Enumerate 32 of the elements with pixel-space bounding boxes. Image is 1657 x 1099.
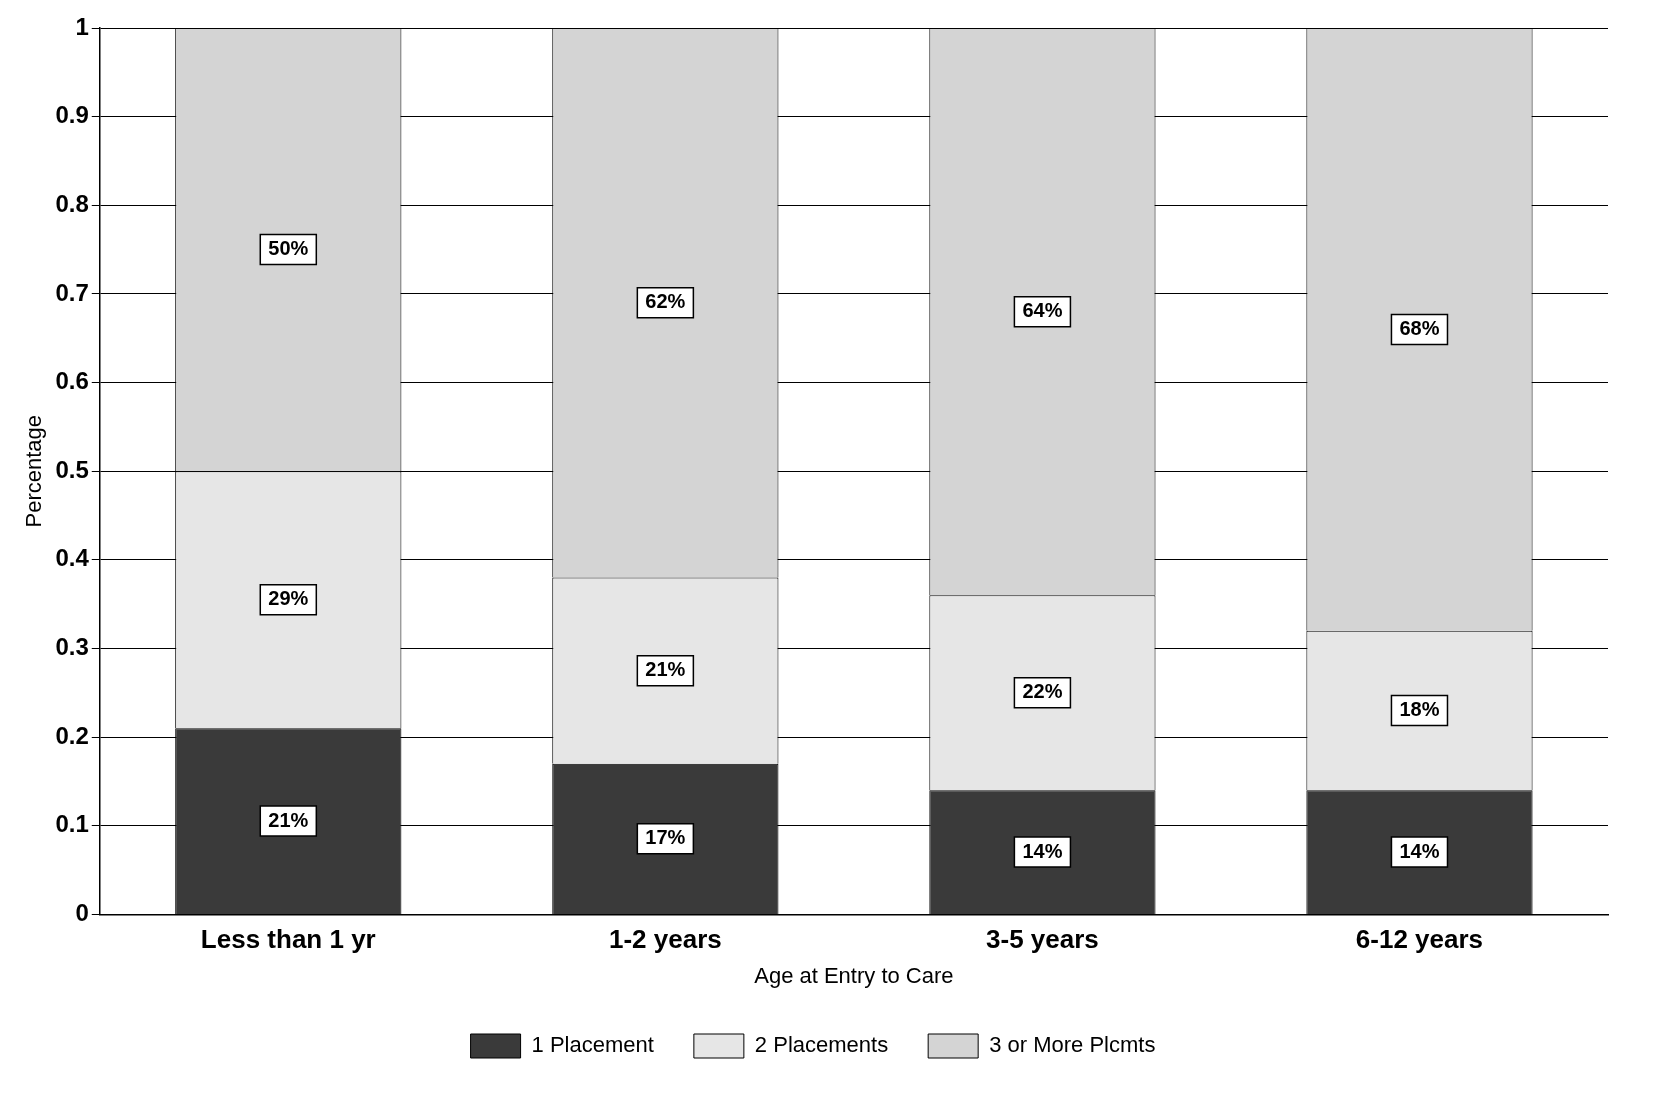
y-tick-label: 0.9 [55,101,89,129]
x-tick-label: 3-5 years [986,924,1099,955]
y-tick-label: 0.5 [55,455,89,483]
y-axis-title: Percentage [21,414,47,528]
data-label: 21% [645,658,686,681]
y-tick-label: 0.1 [55,810,89,838]
data-label: 68% [1399,316,1440,339]
y-tick-label: 0.6 [55,367,89,395]
y-tick-label: 0.7 [55,278,89,306]
legend-label: 1 Placement [531,1032,654,1058]
data-label: 64% [1022,299,1063,322]
data-label: 21% [268,808,309,831]
y-tick-label: 0 [75,899,89,927]
data-label: 14% [1399,839,1440,862]
x-tick-label: 1-2 years [608,924,722,955]
data-label: 17% [645,826,686,849]
y-tick-label: 1 [75,12,89,40]
y-tick-label: 0.8 [55,189,89,217]
x-tick-label: 6-12 years [1355,924,1484,955]
x-axis-title: Age at Entry to Care [754,962,954,988]
y-tick-label: 0.2 [55,721,89,749]
x-tick-label: Less than 1 yr [200,924,376,955]
y-tick-label: 0.4 [55,544,90,572]
legend-label: 2 Placements [754,1032,889,1058]
legend-label: 3 or More Plcmts [989,1032,1156,1058]
data-label: 50% [268,237,309,260]
data-label: 18% [1399,698,1440,721]
data-label: 62% [645,290,686,313]
data-label: 29% [268,587,309,610]
y-tick-label: 0.3 [55,633,89,661]
data-label: 14% [1022,839,1063,862]
data-label: 22% [1022,680,1063,703]
